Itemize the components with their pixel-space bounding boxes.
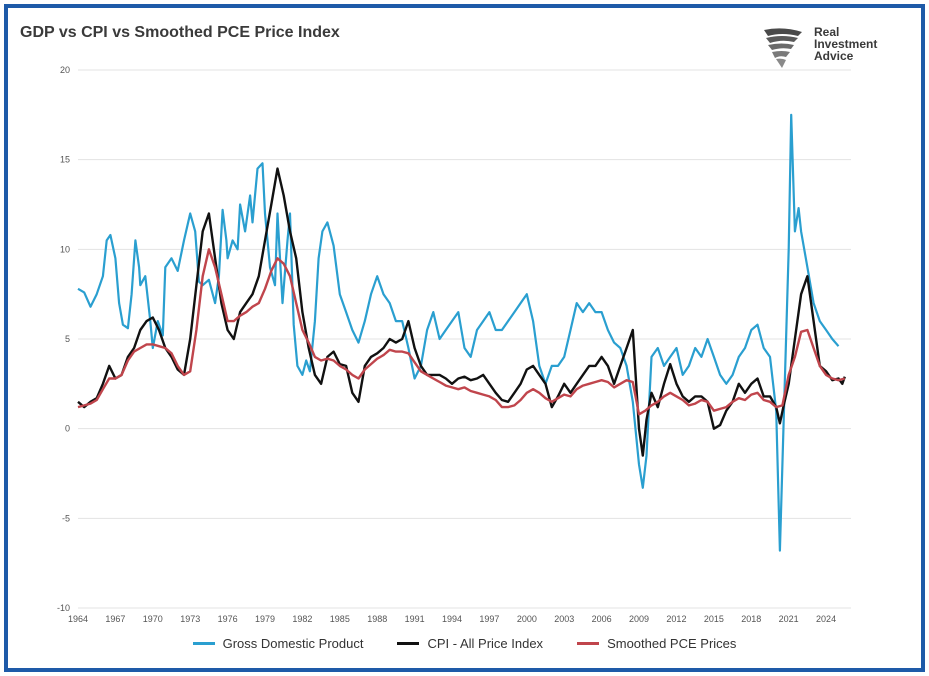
x-tick-label: 1970 xyxy=(143,614,163,624)
logo-line-1: Real xyxy=(814,25,840,39)
x-tick-label: 1964 xyxy=(68,614,88,624)
x-tick-label: 1973 xyxy=(180,614,200,624)
y-tick-label: 5 xyxy=(65,334,70,344)
logo-line-2: Investment xyxy=(814,37,878,51)
chart-title: GDP vs CPI vs Smoothed PCE Price Index xyxy=(20,24,340,41)
legend-label-pce: Smoothed PCE Prices xyxy=(607,636,737,651)
legend-label-cpi: CPI - All Price Index xyxy=(427,636,544,651)
y-tick-label: 20 xyxy=(60,65,70,75)
x-tick-label: 2003 xyxy=(554,614,574,624)
x-tick-label: 2021 xyxy=(779,614,799,624)
legend-label-gdp: Gross Domestic Product xyxy=(222,636,364,651)
logo-text: Real Investment Advice xyxy=(814,26,877,62)
x-tick-label: 2009 xyxy=(629,614,649,624)
legend-item-cpi: CPI - All Price Index xyxy=(397,636,543,651)
eagle-logo-icon xyxy=(764,28,802,68)
x-tick-label: 2000 xyxy=(517,614,537,624)
series-gdp-line xyxy=(77,113,840,552)
x-tick-label: 2006 xyxy=(592,614,612,624)
logo: Real Investment Advice xyxy=(760,24,910,72)
x-tick-label: 1988 xyxy=(367,614,387,624)
y-tick-label: 10 xyxy=(60,244,70,254)
y-tick-label: -5 xyxy=(62,513,70,523)
x-tick-label: 1976 xyxy=(218,614,238,624)
x-tick-label: 2015 xyxy=(704,614,724,624)
series-pce-line xyxy=(77,248,846,416)
x-tick-label: 1967 xyxy=(105,614,125,624)
x-axis: 1964 1967 1970 1973 1976 1979 1982 1985 1988 1991… xyxy=(68,614,836,624)
y-tick-label: 15 xyxy=(60,155,70,165)
logo-line-3: Advice xyxy=(814,49,854,63)
x-tick-label: 1991 xyxy=(405,614,425,624)
grid xyxy=(78,69,851,609)
x-tick-label: 1994 xyxy=(442,614,462,624)
y-tick-label: 0 xyxy=(65,424,70,434)
x-tick-label: 2018 xyxy=(741,614,761,624)
x-tick-label: 1985 xyxy=(330,614,350,624)
legend-item-pce: Smoothed PCE Prices xyxy=(577,636,736,651)
legend-item-gdp: Gross Domestic Product xyxy=(192,636,364,651)
legend-swatch-gdp xyxy=(192,642,215,645)
x-tick-label: 2024 xyxy=(816,614,836,624)
x-tick-label: 1997 xyxy=(479,614,499,624)
legend: Gross Domestic Product CPI - All Price I… xyxy=(8,636,921,651)
x-tick-label: 1982 xyxy=(292,614,312,624)
series-group xyxy=(77,113,846,552)
legend-swatch-pce xyxy=(577,642,600,645)
y-axis: 20 15 10 5 0 -5 -10 xyxy=(57,65,70,613)
chart-frame: GDP vs CPI vs Smoothed PCE Price Index R… xyxy=(4,4,925,672)
series-cpi-line xyxy=(77,167,846,457)
y-tick-label: -10 xyxy=(57,603,70,613)
x-tick-label: 1979 xyxy=(255,614,275,624)
x-tick-label: 2012 xyxy=(666,614,686,624)
legend-swatch-cpi xyxy=(397,642,420,645)
